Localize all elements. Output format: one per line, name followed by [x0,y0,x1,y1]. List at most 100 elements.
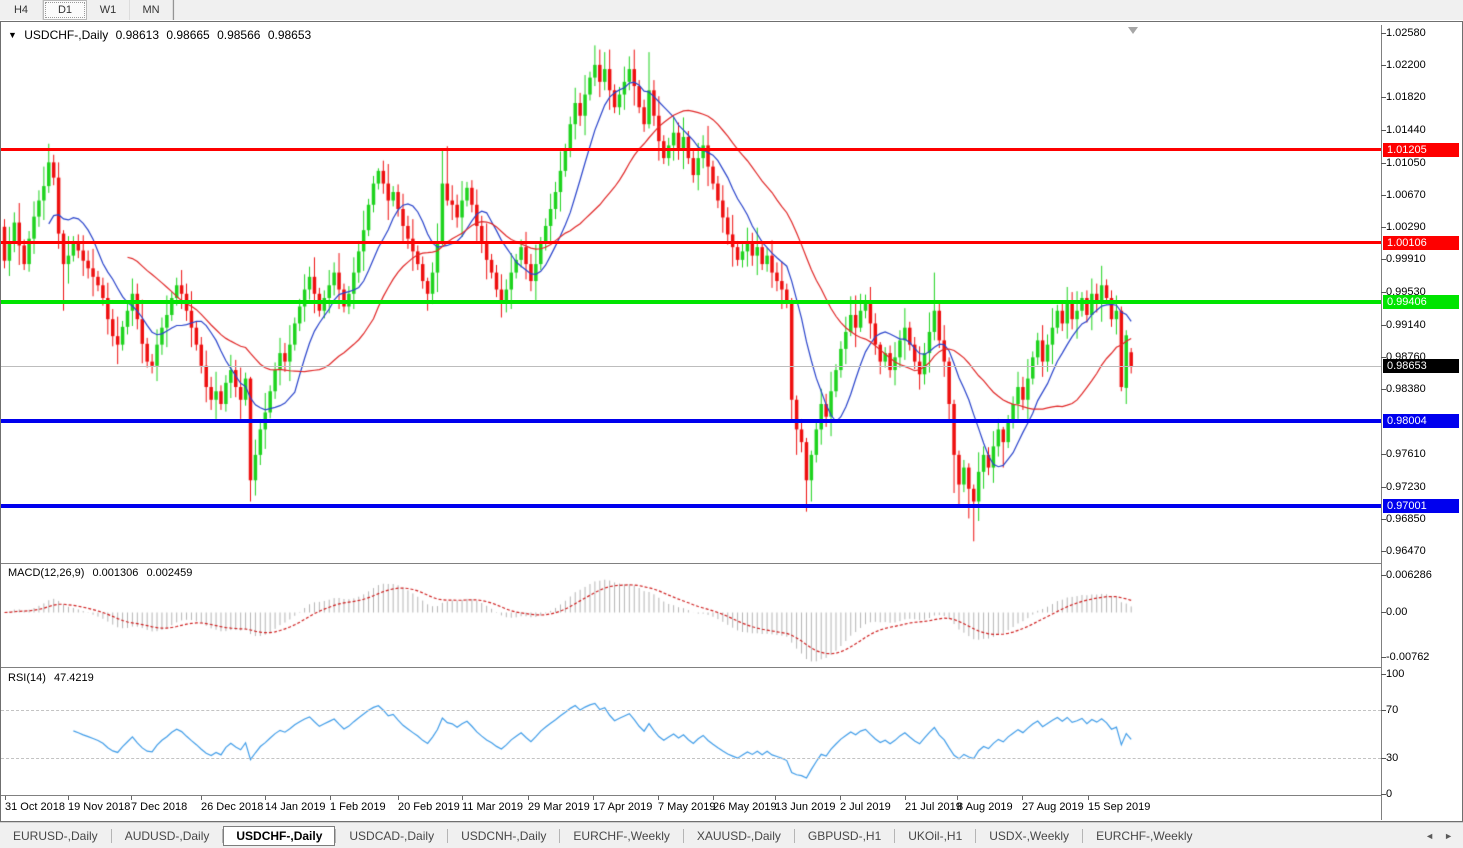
date-axis-label: 26 Dec 2018 [201,801,264,813]
ohlc-low: 0.98566 [217,28,261,42]
timeframe-button-w1[interactable]: W1 [87,0,130,20]
current-price-label: 0.98653 [1383,358,1459,373]
price-axis-label: 1.00670 [1386,188,1426,201]
resistance-level-line[interactable] [1,148,1381,151]
price-axis-label: 1.02200 [1386,59,1426,72]
rsi-pane-canvas[interactable] [0,669,1381,796]
tab-xauusd-daily[interactable]: XAUUSD-,Daily [696,828,781,843]
price-chart-canvas[interactable] [0,25,1381,562]
price-axis-tick [1381,486,1386,488]
tab-audusd-daily[interactable]: AUDUSD-,Daily [124,828,210,843]
tab-separator [1082,828,1084,843]
price-axis-label: 1.01440 [1386,123,1426,136]
date-axis-tick [201,796,202,800]
tab-usdcnh-daily[interactable]: USDCNH-,Daily [461,828,547,843]
tab-usdchf-daily[interactable]: USDCHF-,Daily [223,825,336,846]
date-axis-label: 14 Jan 2019 [265,801,326,813]
rsi-label: RSI(14) 47.4219 [8,672,99,684]
price-axis-label: 0.96850 [1386,512,1426,525]
price-axis-label: 1.01820 [1386,91,1426,104]
tab-gbpusd-h1[interactable]: GBPUSD-,H1 [807,828,882,843]
date-axis-label: 2 Jul 2019 [840,801,891,813]
macd-axis-tick [1381,656,1386,658]
tab-ukoil-h1[interactable]: UKOil-,H1 [908,828,963,843]
tab-separator [793,828,795,843]
tab-usdcad-daily[interactable]: USDCAD-,Daily [349,828,435,843]
price-axis-tick [1381,33,1386,34]
rsi-axis-tick [1381,794,1386,795]
tab-scroll-right-icon[interactable]: ► [1444,830,1453,841]
rsi-value: 47.4219 [53,672,94,684]
rsi-axis-label: 30 [1386,752,1399,764]
rsi-axis-tick [1381,674,1386,675]
date-axis-label: 17 Apr 2019 [593,801,653,813]
date-axis-tick [957,796,958,800]
rsi-level-70-line [1,710,1381,711]
macd-signal-value: 0.002459 [146,567,193,579]
price-axis-tick [1381,97,1386,99]
tab-eurusd-daily[interactable]: EURUSD-,Daily [13,828,98,843]
tab-scroll-controls: ◄ ► [1425,831,1463,841]
pane-separator-dates [1,795,1381,796]
tab-usdx-weekly[interactable]: USDX-,Weekly [989,828,1070,843]
date-axis-tick [462,796,463,800]
support-level-price-label: 0.98004 [1383,413,1459,428]
price-axis-label: 1.00290 [1386,221,1426,234]
macd-main-value: 0.001306 [92,567,139,579]
tab-separator [975,828,977,843]
price-axis-tick [1381,65,1386,67]
date-axis-label: 20 Feb 2019 [398,801,460,813]
price-axis-tick [1381,551,1386,552]
date-axis-label: 19 Nov 2018 [68,801,131,813]
pane-separator-macd[interactable] [1,563,1381,564]
toolbar-separator [173,0,175,20]
macd-axis-label: -0.00762 [1386,650,1430,663]
tab-scroll-left-icon[interactable]: ◄ [1425,830,1435,841]
macd-axis-tick [1381,612,1386,613]
price-axis-label: 0.98380 [1386,383,1426,396]
date-axis-tick [775,796,776,800]
support-level-price-label: 0.97001 [1383,498,1459,513]
date-axis-tick [1088,796,1089,800]
date-axis-tick [5,796,6,800]
macd-axis-label: 0.006286 [1386,568,1432,581]
date-axis-tick [1022,796,1023,800]
tab-eurchf-weekly[interactable]: EURCHF-,Weekly [573,828,670,843]
rsi-axis-tick [1381,710,1386,711]
rsi-axis-label: 100 [1386,668,1405,680]
chart-title-symbol: USDCHF-,Daily [24,28,109,42]
date-axis-tick [330,796,331,800]
price-axis-tick [1381,356,1386,358]
support-level-line[interactable] [1,504,1381,508]
date-axis-label: 31 Oct 2018 [5,801,65,813]
macd-pane-canvas[interactable] [0,565,1381,666]
price-axis-tick [1381,518,1386,520]
price-axis-label: 0.96470 [1386,545,1426,557]
tab-eurchf-weekly[interactable]: EURCHF-,Weekly [1096,828,1193,843]
pivot-level-line[interactable] [1,300,1381,304]
price-axis-label: 1.02580 [1386,27,1426,39]
date-axis-label: 29 Mar 2019 [528,801,590,813]
resistance-level-price-label: 1.01205 [1383,142,1459,157]
price-axis-label: 0.99910 [1386,253,1426,266]
timeframe-button-h4[interactable]: H4 [0,0,43,20]
date-axis-tick [713,796,714,800]
chart-shift-marker-icon[interactable] [1128,27,1138,34]
date-axis-label: 8 Aug 2019 [957,801,1013,813]
rsi-name: RSI(14) [8,672,46,684]
ohlc-close: 0.98653 [267,28,312,42]
price-axis-tick [1381,454,1386,456]
symbol-dropdown-icon[interactable]: ▼ [8,30,17,40]
date-axis-tick [905,796,906,800]
resistance-level-line[interactable] [1,241,1381,244]
rsi-level-30-line [1,758,1381,759]
date-axis-label: 26 May 2019 [713,801,777,813]
date-axis-tick [593,796,594,800]
rsi-axis-label: 70 [1386,704,1399,716]
pane-separator-rsi[interactable] [1,667,1381,668]
support-level-line[interactable] [1,419,1381,423]
timeframe-button-mn[interactable]: MN [130,0,173,20]
price-axis-tick [1381,194,1386,196]
timeframe-button-d1[interactable]: D1 [43,0,87,20]
